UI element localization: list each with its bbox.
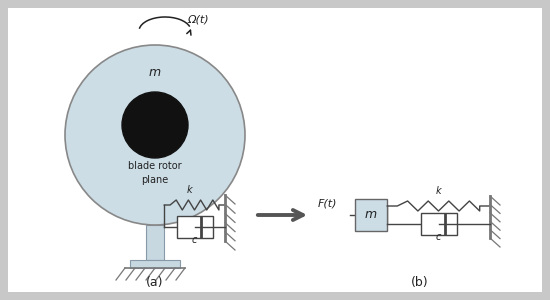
Text: (a): (a) <box>146 276 164 289</box>
Bar <box>146 225 164 260</box>
FancyBboxPatch shape <box>8 8 542 292</box>
Bar <box>421 213 456 235</box>
Text: c: c <box>436 232 441 242</box>
Bar <box>130 260 180 268</box>
Ellipse shape <box>65 45 245 225</box>
Text: k: k <box>436 186 441 196</box>
Text: F(t): F(t) <box>318 198 338 208</box>
Text: k: k <box>186 185 192 195</box>
Text: Ω(t): Ω(t) <box>187 14 208 24</box>
Text: (b): (b) <box>411 276 429 289</box>
Bar <box>355 199 387 231</box>
Text: m: m <box>365 208 377 221</box>
Text: blade rotor
plane: blade rotor plane <box>128 161 182 185</box>
Text: c: c <box>192 235 197 245</box>
Text: m: m <box>149 67 161 80</box>
Bar <box>177 216 212 238</box>
Circle shape <box>122 92 188 158</box>
